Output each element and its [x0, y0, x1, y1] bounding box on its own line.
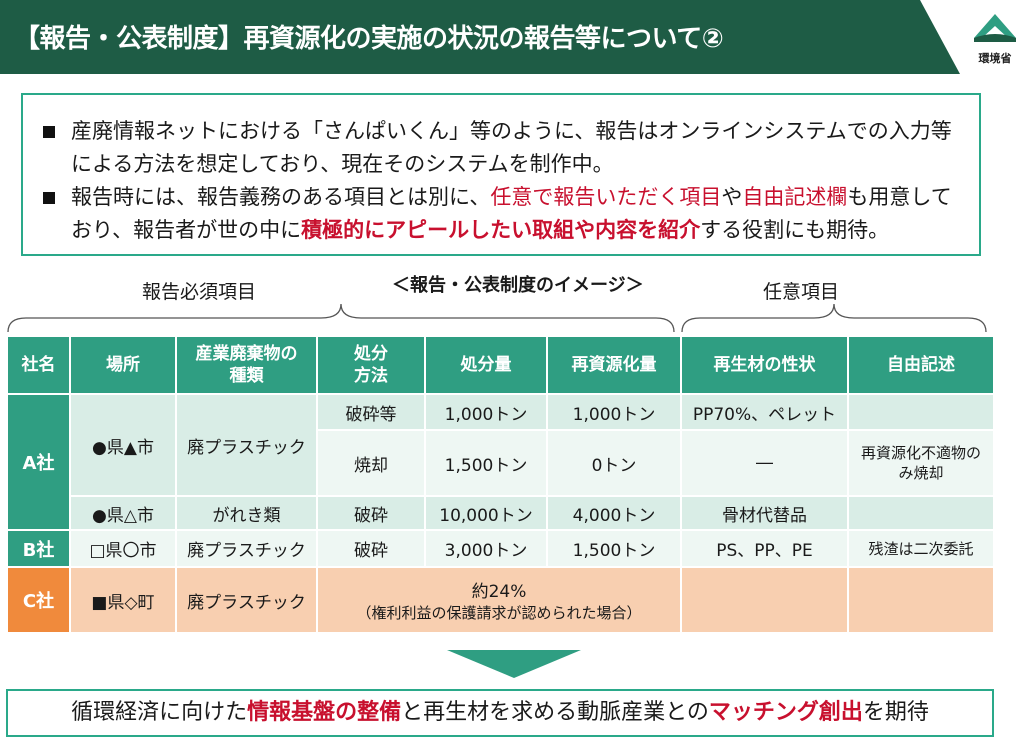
table-row: ●県△市 がれき類 破砕 10,000トン 4,000トン 骨材代替品	[7, 495, 995, 531]
amount-cell: 3,000トン	[424, 529, 548, 568]
table-row: B社 □県〇市 廃プラスチック 破砕 3,000トン 1,500トン PS、PP…	[6, 529, 995, 568]
property-cell: 骨材代替品	[680, 495, 849, 531]
recycled-cell: 4,000トン	[546, 495, 682, 531]
conclusion-part: を期待	[862, 700, 929, 725]
label-optional-items: 任意項目	[763, 281, 840, 303]
bullet-square-icon	[43, 192, 55, 204]
place-cell: ■県◇町	[69, 566, 177, 634]
header-recycled: 再資源化量	[546, 335, 682, 395]
header-method: 処分 方法	[316, 335, 426, 395]
table-header-row: 社名 場所 産業廃棄物の 種類 処分 方法 処分量 再資源化量 再生材の性状 自由記…	[6, 335, 995, 395]
waste-type-cell: 廃プラスチック	[175, 529, 318, 568]
bullet-2: 報告時には、報告義務のある項目とは別に、任意で報告いただく項目や自由記述欄も用意…	[43, 181, 963, 247]
ministry-logo-icon	[974, 14, 1016, 42]
label-image-caption: ＜報告・公表制度のイメージ＞	[392, 275, 644, 296]
header-amount: 処分量	[424, 335, 548, 395]
header-free: 自由記述	[847, 335, 995, 395]
company-cell: A社	[6, 393, 71, 531]
place-cell: □県〇市	[69, 529, 177, 568]
free-cell	[847, 393, 995, 431]
conclusion-highlight-matching: マッチング創出	[708, 700, 863, 725]
table-row: C社 ■県◇町 廃プラスチック 約24% （権利利益の保護請求が認められた場合）	[6, 566, 995, 634]
amount-cell: 1,000トン	[424, 393, 548, 431]
conclusion-highlight-infra: 情報基盤の整備	[247, 700, 402, 725]
waste-type-cell: 廃プラスチック	[175, 566, 318, 634]
ministry-logo: 環境省	[968, 8, 1022, 70]
bullet-1: 産廃情報ネットにおける「さんぱいくん」等のように、報告はオンラインシステムでの入…	[43, 115, 963, 181]
free-cell: 再資源化不適物のみ焼却	[847, 429, 995, 497]
company-cell: B社	[6, 529, 71, 568]
amount-cell: 10,000トン	[424, 495, 548, 531]
conclusion-box: 循環経済に向けた情報基盤の整備と再生材を求める動脈産業とのマッチング創出を期待	[6, 689, 994, 737]
conclusion-part: と再生材を求める動脈産業との	[401, 700, 709, 725]
merged-line2: （権利利益の保護請求が認められた場合）	[356, 604, 642, 622]
bullet-2-highlight-appeal: 積極的にアピールしたい取組や内容を紹介	[301, 218, 701, 242]
free-cell: 残渣は二次委託	[847, 529, 995, 568]
down-arrow-icon	[447, 650, 581, 678]
property-cell: PS、PP、PE	[680, 529, 849, 568]
place-cell: ●県△市	[69, 495, 177, 531]
bullet-2-part: 報告時には、報告義務のある項目とは別に、	[71, 185, 491, 209]
header-company: 社名	[6, 335, 71, 395]
bullet-2-part: も用意しており、報告者が世の中に	[71, 185, 952, 242]
header-method-line1: 処分	[354, 344, 388, 364]
property-cell	[680, 566, 849, 634]
merged-cell: 約24% （権利利益の保護請求が認められた場合）	[316, 566, 682, 634]
header-property: 再生材の性状	[680, 335, 849, 395]
bullet-2-part: する役割にも期待。	[700, 218, 890, 242]
header-place: 場所	[69, 335, 177, 395]
header-waste-type-line1: 産業廃棄物の	[195, 344, 298, 364]
property-cell: PP70%、ペレット	[680, 393, 849, 431]
bullet-1-text: 産廃情報ネットにおける「さんぱいくん」等のように、報告はオンラインシステムでの入…	[71, 119, 952, 176]
amount-cell: 1,500トン	[424, 429, 548, 497]
recycled-cell: 1,000トン	[546, 393, 682, 431]
page-title: 【報告・公表制度】再資源化の実施の状況の報告等について②	[14, 24, 724, 54]
place-cell: ●県▲市	[69, 393, 177, 497]
method-cell: 焼却	[316, 429, 426, 497]
header-method-line2: 方法	[354, 366, 388, 386]
free-cell	[847, 566, 995, 634]
waste-type-cell: 廃プラスチック	[175, 393, 318, 497]
logo-label: 環境省	[978, 52, 1012, 65]
bullet-2-highlight-free: 自由記述欄	[742, 185, 848, 209]
report-table: 社名 場所 産業廃棄物の 種類 処分 方法 処分量 再資源化量 再生材の性状 自由記…	[6, 335, 995, 634]
conclusion-part: 循環経済に向けた	[71, 700, 248, 725]
info-box: 産廃情報ネットにおける「さんぱいくん」等のように、報告はオンラインシステムでの入…	[21, 93, 981, 256]
merged-line1: 約24%	[471, 582, 527, 602]
waste-type-cell: がれき類	[175, 495, 318, 531]
header-waste-type: 産業廃棄物の 種類	[175, 335, 318, 395]
method-cell: 破砕	[316, 529, 426, 568]
bullet-square-icon	[43, 126, 55, 138]
title-bar	[0, 0, 960, 74]
free-cell	[847, 495, 995, 531]
bullet-2-highlight-optional: 任意で報告いただく項目	[490, 185, 722, 209]
property-cell: ―	[680, 429, 849, 497]
recycled-cell: 1,500トン	[546, 529, 682, 568]
label-required-items: 報告必須項目	[142, 281, 257, 303]
brace-required-icon	[7, 303, 675, 333]
recycled-cell: 0トン	[546, 429, 682, 497]
method-cell: 破砕	[316, 495, 426, 531]
company-cell: C社	[6, 566, 71, 634]
method-cell: 破砕等	[316, 393, 426, 431]
brace-optional-icon	[681, 303, 987, 333]
table-row: 焼却 1,500トン 0トン ― 再資源化不適物のみ焼却	[7, 429, 995, 497]
bullet-2-text: 報告時には、報告義務のある項目とは別に、任意で報告いただく項目や自由記述欄も用意…	[43, 181, 963, 247]
table-row: A社 ●県▲市 廃プラスチック 破砕等 1,000トン 1,000トン PP70…	[6, 393, 995, 531]
header-waste-type-line2: 種類	[229, 366, 264, 386]
bullet-2-part: や	[721, 185, 743, 209]
